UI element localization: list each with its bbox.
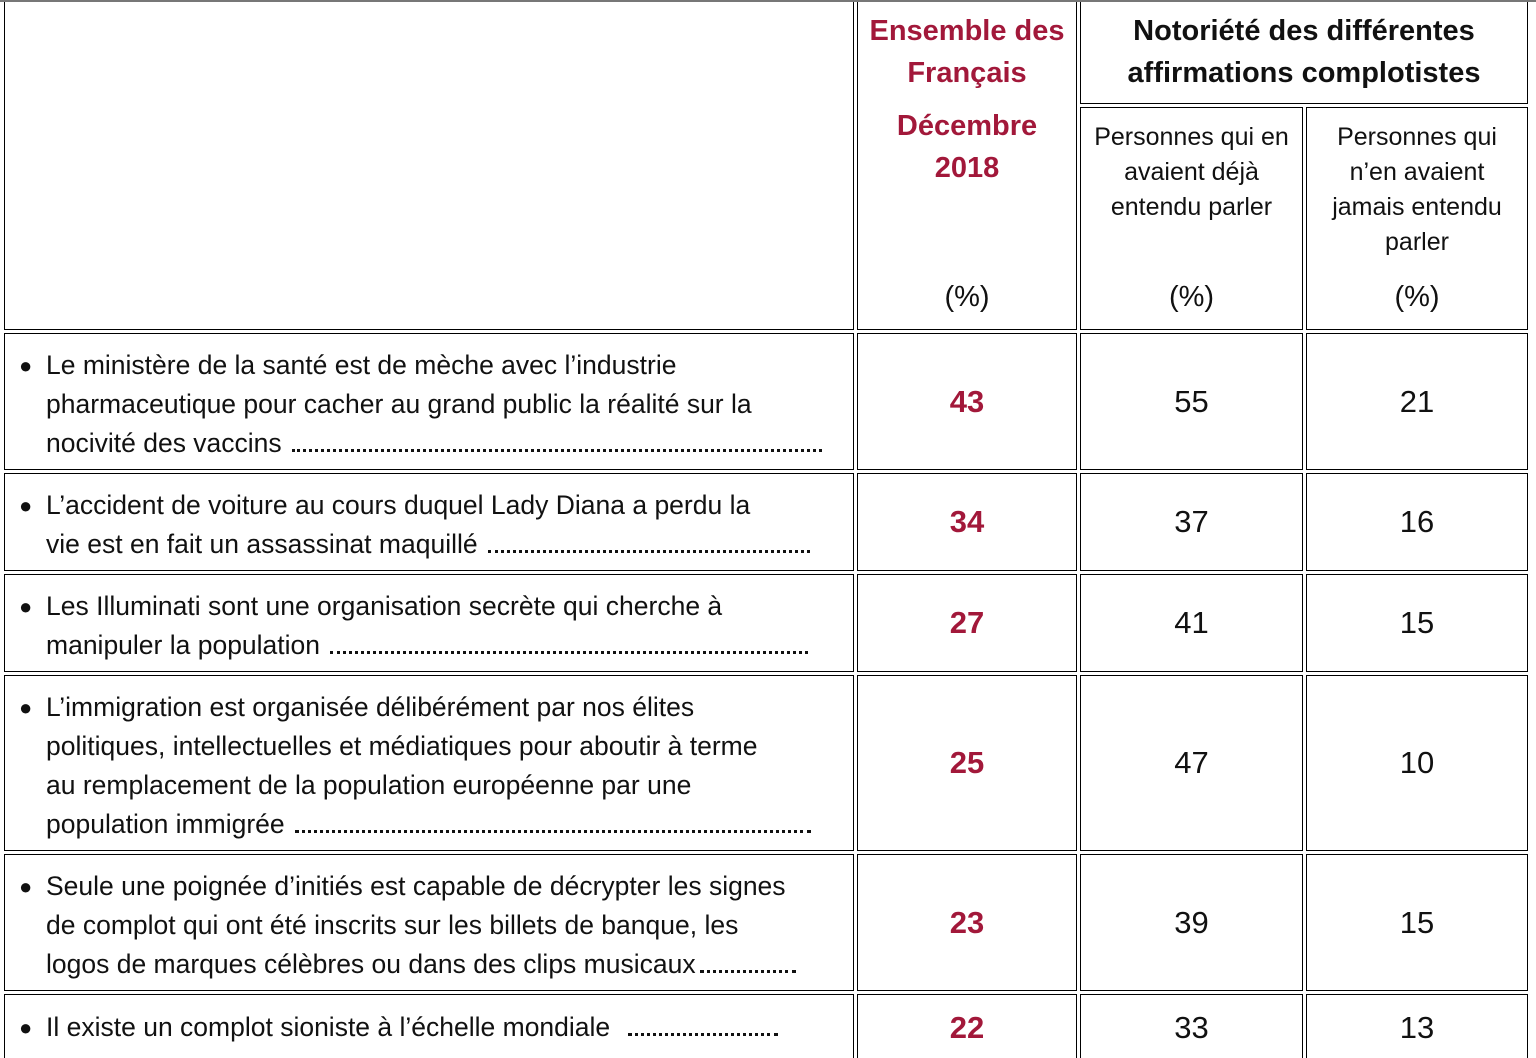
never-value: 16	[1399, 504, 1435, 539]
table-row-heard-cell: 37	[1080, 473, 1303, 571]
statement-line: politiques, intellectuelles et médiatiqu…	[46, 731, 758, 761]
heard-value: 39	[1174, 904, 1209, 940]
statement-line: population immigrée	[46, 809, 285, 839]
table-row-ensemble-cell: 27	[857, 574, 1077, 672]
table-row-heard-cell: 55	[1080, 333, 1303, 470]
header-never-line: Personnes qui	[1337, 123, 1497, 151]
table-row-never-cell: 10	[1306, 675, 1528, 851]
header-empty-cell	[4, 0, 854, 330]
table-row-ensemble-cell: 25	[857, 675, 1077, 851]
bullet-icon: ●	[19, 1015, 33, 1040]
table-row-never-cell: 16	[1306, 473, 1528, 571]
statement-line: pharmaceutique pour cacher au grand publ…	[46, 389, 752, 419]
statement-line: Seule une poignée d’initiés est capable …	[46, 871, 786, 901]
table-row-never-cell: 21	[1306, 333, 1528, 470]
ensemble-value: 25	[949, 745, 985, 780]
header-notoriete-cell: Notoriété des différentes affirmations c…	[1080, 0, 1528, 104]
statement-line: L’immigration est organisée délibérément…	[46, 692, 695, 722]
header-ensemble-line1: Ensemble des	[869, 15, 1065, 47]
bullet-icon: ●	[19, 874, 33, 899]
ensemble-value: 34	[949, 504, 985, 539]
heard-value: 41	[1174, 605, 1209, 640]
top-border	[0, 0, 1536, 2]
heard-value: 47	[1174, 745, 1209, 780]
bullet-icon: ●	[19, 493, 33, 518]
never-value: 15	[1399, 904, 1435, 940]
never-value: 10	[1399, 745, 1435, 780]
leader-dots	[487, 550, 810, 553]
ensemble-value: 27	[949, 605, 985, 640]
leader-dots	[330, 651, 809, 654]
header-never-line: n’en avaient	[1349, 158, 1485, 186]
table-row-ensemble-cell: 34	[857, 473, 1077, 571]
statement-line: L’accident de voiture au cours duquel La…	[46, 490, 751, 520]
header-date-line1: Décembre	[896, 110, 1038, 142]
table-row-statement-cell: ● Seule une poignée d’initiés est capabl…	[4, 854, 854, 991]
header-heard-pct: (%)	[1168, 281, 1215, 313]
header-heard-line: Personnes qui en	[1094, 123, 1289, 151]
leader-dots	[699, 970, 796, 973]
heard-value: 33	[1174, 1010, 1209, 1045]
bullet-icon: ●	[19, 353, 33, 378]
leader-dots	[291, 449, 822, 452]
header-heard-cell: Personnes qui en avaient déjà entendu pa…	[1080, 107, 1303, 330]
table-row-statement-cell: ● L’accident de voiture au cours duquel …	[4, 473, 854, 571]
table-row-heard-cell: 33	[1080, 994, 1303, 1058]
table-row-statement-cell: ● Le ministère de la santé est de mèche …	[4, 333, 854, 470]
header-never-pct: (%)	[1394, 281, 1440, 313]
header-ensemble-line2: Français	[907, 57, 1027, 89]
table-row-never-cell: 15	[1306, 854, 1528, 991]
header-never-line: parler	[1385, 228, 1449, 256]
statement-line: Les Illuminati sont une organisation sec…	[46, 591, 723, 621]
header-date-line2: 2018	[934, 152, 1000, 184]
leader-dots	[628, 1033, 779, 1036]
ensemble-value: 43	[949, 383, 985, 419]
statement-line: manipuler la population	[46, 630, 321, 660]
statement-line: nocivité des vaccins	[46, 428, 282, 458]
table-row-statement-cell: ● Les Illuminati sont une organisation s…	[4, 574, 854, 672]
table-row-heard-cell: 47	[1080, 675, 1303, 851]
table-row-never-cell: 15	[1306, 574, 1528, 672]
table-row-heard-cell: 39	[1080, 854, 1303, 991]
never-value: 21	[1399, 383, 1435, 419]
ensemble-value: 22	[949, 1010, 985, 1045]
table-row-statement-cell: ● L’immigration est organisée délibéréme…	[4, 675, 854, 851]
ensemble-value: 23	[949, 904, 985, 940]
statement-line: logos de marques célèbres ou dans des cl…	[46, 949, 696, 979]
statement-line: Le ministère de la santé est de mèche av…	[46, 350, 677, 380]
statement-line: de complot qui ont été inscrits sur les …	[46, 910, 739, 940]
header-heard-line: entendu parler	[1110, 193, 1273, 221]
bullet-icon: ●	[19, 695, 33, 720]
header-ensemble-cell: Ensemble des Français Décembre 2018 (%)	[857, 0, 1077, 330]
header-heard-line: avaient déjà	[1124, 158, 1259, 186]
table-row-ensemble-cell: 43	[857, 333, 1077, 470]
statement-line: Il existe un complot sioniste à l’échell…	[46, 1012, 611, 1042]
table-row-ensemble-cell: 23	[857, 854, 1077, 991]
header-never-line: jamais entendu	[1332, 193, 1502, 221]
header-notoriete-line1: Notoriété des différentes	[1133, 15, 1475, 47]
never-value: 13	[1399, 1010, 1435, 1045]
table-row-heard-cell: 41	[1080, 574, 1303, 672]
bullet-icon: ●	[19, 594, 33, 619]
table-row-never-cell: 13	[1306, 994, 1528, 1058]
heard-value: 55	[1174, 383, 1209, 419]
statement-line: vie est en fait un assassinat maquillé	[46, 529, 478, 559]
table-row-statement-cell: ● Il existe un complot sioniste à l’éche…	[4, 994, 854, 1058]
statement-line: au remplacement de la population europée…	[46, 770, 692, 800]
header-ensemble-pct: (%)	[944, 281, 990, 313]
header-never-cell: Personnes qui n’en avaient jamais entend…	[1306, 107, 1528, 330]
leader-dots	[294, 830, 811, 833]
heard-value: 37	[1174, 504, 1209, 539]
never-value: 15	[1399, 605, 1435, 640]
header-notoriete-line2: affirmations complotistes	[1127, 57, 1481, 89]
table-row-ensemble-cell: 22	[857, 994, 1077, 1058]
